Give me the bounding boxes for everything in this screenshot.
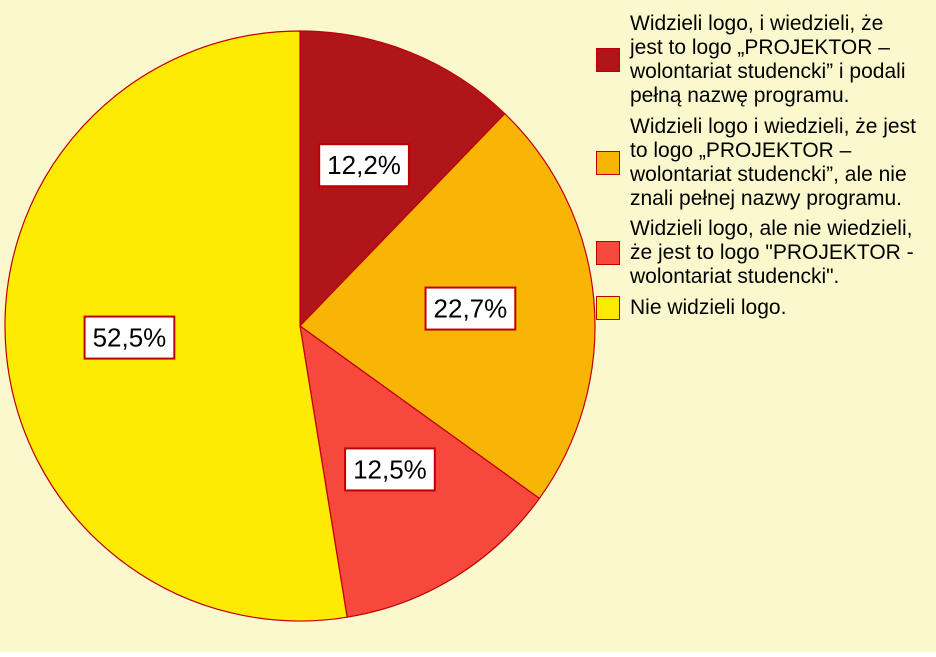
legend-text: Widzieli logo, ale nie wiedzieli, że jes… (630, 217, 916, 289)
slice-label-text: 22,7% (434, 294, 508, 324)
legend-item-saw_knew_partial: Widzieli logo i wiedzieli, że jest to lo… (596, 115, 916, 212)
legend-item-saw_not_knew: Widzieli logo, ale nie wiedzieli, że jes… (596, 217, 916, 289)
legend-swatch (596, 48, 620, 72)
slice-label-saw_not_knew: 12,5% (345, 448, 435, 490)
legend-item-saw_knew_full: Widzieli logo, i wiedzieli, że jest to l… (596, 12, 916, 109)
slice-label-text: 12,5% (353, 454, 427, 484)
legend-swatch (596, 296, 620, 320)
legend-text: Widzieli logo i wiedzieli, że jest to lo… (630, 115, 916, 212)
slice-label-saw_knew_full: 12,2% (319, 144, 409, 186)
slice-label-text: 52,5% (93, 323, 167, 353)
legend-swatch (596, 151, 620, 175)
pie-chart-container: 12,2% 22,7% 12,5% 52,5% Widzieli logo, i wi… (0, 0, 936, 652)
slice-label-not_saw: 52,5% (85, 317, 175, 359)
legend: Widzieli logo, i wiedzieli, że jest to l… (596, 12, 916, 326)
legend-item-not_saw: Nie widzieli logo. (596, 296, 916, 320)
legend-text: Nie widzieli logo. (630, 296, 916, 320)
slice-label-text: 12,2% (327, 150, 401, 180)
slice-label-saw_knew_partial: 22,7% (426, 288, 516, 330)
legend-swatch (596, 241, 620, 265)
legend-text: Widzieli logo, i wiedzieli, że jest to l… (630, 12, 916, 109)
